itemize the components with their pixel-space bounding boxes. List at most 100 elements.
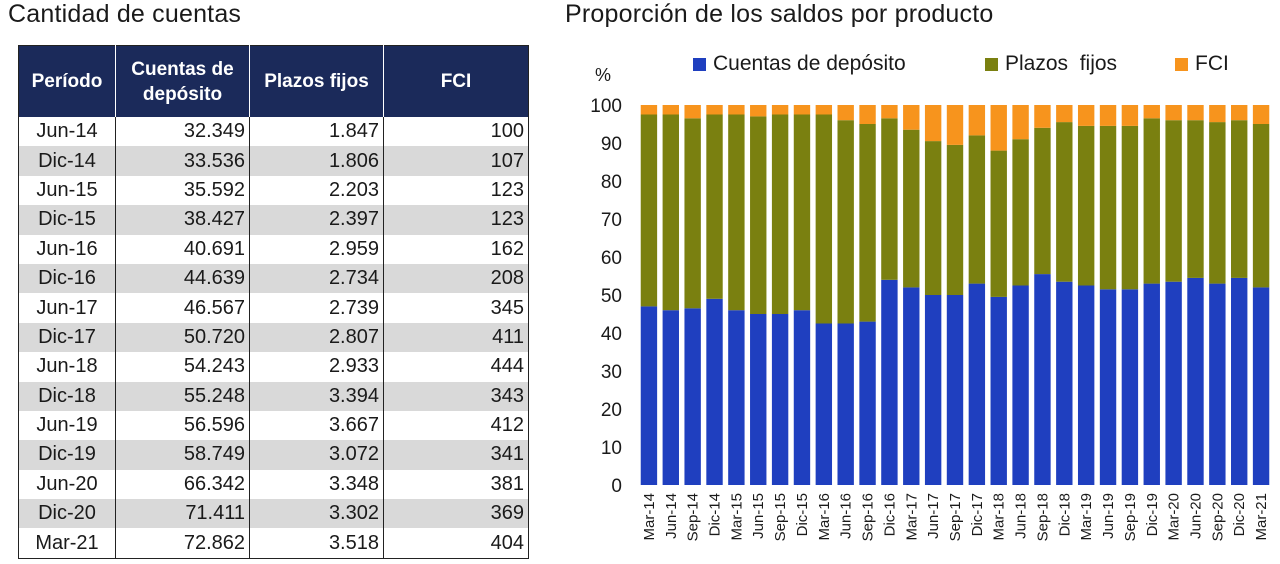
legend-swatch [693,58,706,71]
x-tick-label: Mar-15 [728,493,745,541]
bar-segment [662,310,679,485]
x-tick-label: Sep-16 [860,493,877,541]
bar-segment [859,124,876,322]
table-row: Jun-14 32.349 1.847 100 [19,117,529,147]
cell-plazos-fijos: 1.806 [249,146,384,176]
bar-segment [793,105,811,115]
legend-label: Cuentas de depósito [713,52,906,75]
legend-swatch [985,58,998,71]
cell-periodo: Dic-15 [18,205,116,235]
x-tick-label: Jun-19 [1100,493,1117,539]
cell-periodo: Dic-14 [18,146,116,176]
cell-plazos-fijos: 3.394 [249,381,384,411]
cell-cuentas-deposito: 50.720 [115,322,250,353]
bar-segment [728,105,745,115]
cell-periodo: Jun-14 [36,120,98,143]
bar-segment [837,120,854,324]
cell-plazos-fijos: 3.518 [249,528,384,559]
y-tick-label: 90 [601,134,622,155]
bar-segment [1165,105,1182,121]
cell-periodo: Jun-18 [36,355,98,378]
bar-segment [1252,287,1270,485]
table-row: Dic-20 71.411 3.302 369 [18,499,529,529]
bar-segment [990,150,1007,297]
y-tick-label: 70 [601,210,622,231]
bar-segment [990,105,1007,151]
cell-fci: 369 [383,499,529,529]
bar-segment [1034,127,1051,275]
cell-periodo: Dic-16 [18,263,116,294]
cell-plazos-fijos: 2.959 [249,234,384,264]
cell-cuentas-deposito: 54.243 [115,352,250,382]
y-tick-label: 60 [601,248,622,269]
bar-segment [728,114,745,311]
bar-segment [815,114,833,324]
bar-segment [968,135,986,284]
cell-plazos-fijos: 2.739 [249,293,384,323]
bar-segment [1099,105,1117,126]
cell-cuentas-deposito: 56.596 [115,410,250,441]
cell-fci: 412 [383,410,529,441]
table-row: Dic-17 50.720 2.807 411 [18,322,529,353]
table-row: Dic-19 58.749 3.072 341 [18,440,529,470]
x-tick-label: Dic-17 [969,493,986,536]
bar-segment [750,116,767,315]
cell-cuentas-deposito: 33.536 [115,146,250,176]
x-tick-label: Jun-14 [663,493,680,539]
bar-segment [1209,122,1226,284]
cell-fci: 381 [383,469,529,500]
bar-segment [859,105,876,124]
bar-segment [1056,281,1073,485]
bar-segment [881,105,898,119]
cell-plazos-fijos: 3.302 [249,499,384,529]
legend-label: FCI [1195,52,1229,75]
table-body: Jun-14 32.349 1.847 100 Dic-14 33.536 1.806 107… [18,117,529,559]
bar-segment [684,105,701,119]
x-tick-label: Jun-20 [1187,493,1204,539]
bar-segment [793,114,811,311]
cell-cuentas-deposito: 72.862 [115,528,250,559]
y-tick-label: 0 [611,476,622,497]
bar-segment [1143,105,1160,119]
bar-segment [771,114,789,314]
cell-cuentas-deposito: 58.749 [115,440,250,470]
bar-segment [881,279,898,485]
bar-segment [881,118,898,280]
bar-segment [1252,105,1270,124]
x-tick-label: Mar-21 [1253,493,1270,541]
x-tick-label: Sep-19 [1122,493,1139,541]
cell-plazos-fijos: 2.734 [249,263,384,294]
cell-fci: 208 [383,263,529,294]
table-row: Jun-17 46.567 2.739 345 [19,293,529,323]
bar-segment [706,105,723,115]
bar-segment [1077,125,1095,286]
header-cuentas-deposito: Cuentas de depósito [115,45,250,117]
bar-segment [706,114,723,299]
cell-periodo: Jun-17 [36,296,98,319]
bar-segment [859,321,876,485]
bar-segment [750,314,767,485]
header-fci: FCI [383,45,529,117]
x-tick-label: Jun-16 [838,493,855,539]
bar-segment [1099,125,1117,290]
bar-segment [946,105,964,145]
cell-periodo: Dic-19 [18,440,116,470]
bar-segment [640,306,658,485]
cell-cuentas-deposito: 32.349 [115,117,250,147]
table-row: Jun-20 66.342 3.348 381 [19,469,529,500]
cell-fci: 107 [383,146,529,176]
bar-segment [1209,283,1226,485]
cell-fci: 100 [383,117,529,147]
x-tick-label: Sep-17 [947,493,964,541]
cell-fci: 162 [383,234,529,264]
bar-segment [990,296,1007,485]
bar-segment [946,144,964,295]
bar-segment [1143,283,1160,485]
cell-fci: 444 [383,352,529,382]
bar-segment [903,287,920,485]
table-row: Dic-14 33.536 1.806 107 [18,146,529,176]
bar-segment [903,129,920,288]
bar-segment [750,105,767,117]
x-tick-label: Sep-20 [1209,493,1226,541]
x-tick-label: Sep-15 [772,493,789,541]
